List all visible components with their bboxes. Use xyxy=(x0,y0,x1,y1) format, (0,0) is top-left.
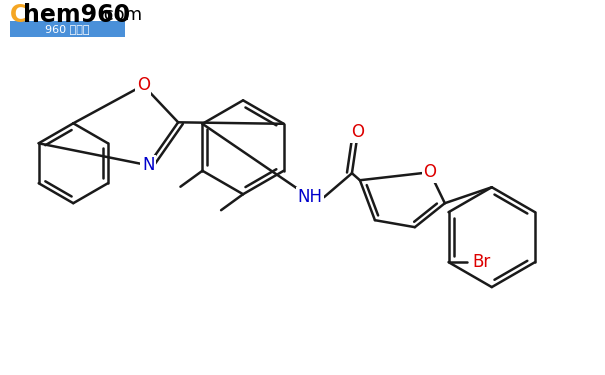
Text: 960 化工网: 960 化工网 xyxy=(45,24,90,34)
Bar xyxy=(10,21,125,38)
Text: O: O xyxy=(424,163,436,181)
Text: N: N xyxy=(142,156,154,174)
Text: C: C xyxy=(10,3,28,27)
Text: O: O xyxy=(137,76,149,94)
Text: Br: Br xyxy=(473,253,491,271)
Text: O: O xyxy=(352,123,364,141)
Text: hem960: hem960 xyxy=(24,3,131,27)
Text: .com: .com xyxy=(98,6,142,24)
Text: NH: NH xyxy=(298,188,322,206)
